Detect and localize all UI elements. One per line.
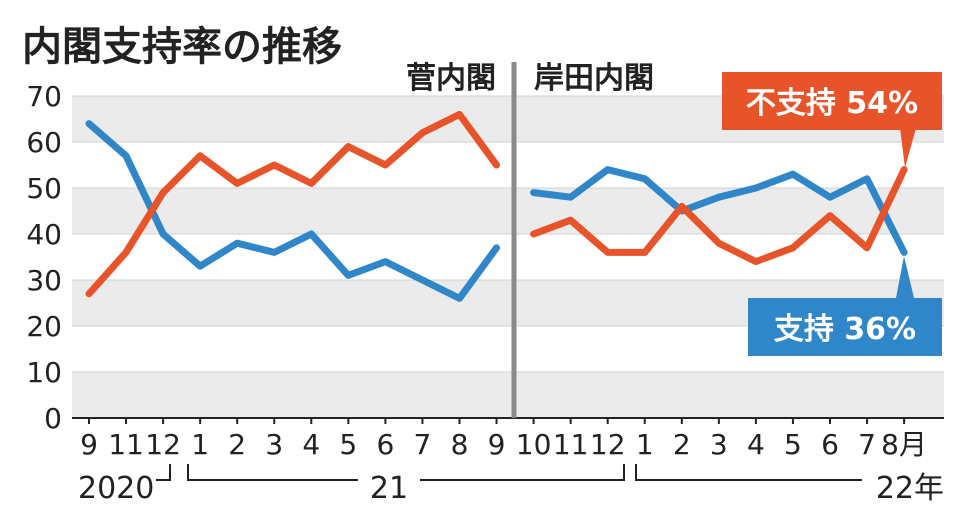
x-tick-label: 5 bbox=[339, 428, 357, 461]
y-tick-label: 50 bbox=[26, 172, 62, 205]
x-tick-label: 9 bbox=[80, 428, 98, 461]
year-label-22: 22年 bbox=[876, 471, 944, 506]
grid-band bbox=[72, 234, 944, 280]
callout-approve: 支持 36% bbox=[748, 256, 942, 356]
callout-approve-label: 支持 36% bbox=[774, 312, 916, 347]
grid-band bbox=[72, 142, 944, 188]
x-tick-label: 1 bbox=[636, 428, 654, 461]
x-tick-label: 4 bbox=[747, 428, 765, 461]
x-tick-label: 12 bbox=[145, 428, 181, 461]
y-tick-label: 20 bbox=[26, 310, 62, 343]
x-tick-label: 7 bbox=[414, 428, 432, 461]
chart-title: 内閣支持率の推移 bbox=[22, 24, 342, 70]
x-tick-label: 6 bbox=[821, 428, 839, 461]
series-line-disapprove-1 bbox=[85, 110, 500, 298]
series-line-approve-1 bbox=[85, 120, 500, 302]
x-tick-label: 8 bbox=[451, 428, 469, 461]
grid bbox=[72, 95, 944, 419]
x-tick-label: 8月 bbox=[881, 428, 927, 461]
x-tick-label: 5 bbox=[784, 428, 802, 461]
x-tick-label: 6 bbox=[376, 428, 394, 461]
x-tick-label: 2 bbox=[673, 428, 691, 461]
y-tick-label: 30 bbox=[26, 264, 62, 297]
series-line-approve-2 bbox=[530, 166, 908, 256]
y-tick-label: 70 bbox=[26, 80, 62, 113]
x-axis-ticks: 9 11 12 1 2 3 4 5 6 7 8 9 10 11 12 1 2 3 4 5 6 7 8月 bbox=[80, 418, 927, 461]
y-tick-label: 40 bbox=[26, 218, 62, 251]
series-line-disapprove-2 bbox=[530, 166, 908, 266]
x-tick-label: 2 bbox=[228, 428, 246, 461]
grid-band bbox=[72, 188, 944, 234]
x-tick-label: 4 bbox=[302, 428, 320, 461]
y-tick-label: 10 bbox=[26, 356, 62, 389]
x-tick-label: 3 bbox=[710, 428, 728, 461]
y-axis-ticks: 0 10 20 30 40 50 60 70 bbox=[26, 80, 62, 435]
x-tick-label: 7 bbox=[858, 428, 876, 461]
x-tick-label: 10 bbox=[516, 428, 552, 461]
year-label-21: 21 bbox=[370, 471, 408, 506]
year-brackets bbox=[156, 464, 862, 481]
x-tick-label: 1 bbox=[191, 428, 209, 461]
x-tick-label: 11 bbox=[553, 428, 589, 461]
callout-disapprove: 不支持 54% bbox=[722, 72, 942, 168]
y-tick-label: 60 bbox=[26, 126, 62, 159]
period-label-kishida: 岸田内閣 bbox=[534, 61, 654, 96]
x-tick-label: 3 bbox=[265, 428, 283, 461]
x-tick-label: 12 bbox=[590, 428, 626, 461]
x-tick-label: 11 bbox=[108, 428, 144, 461]
period-label-suga: 菅内閣 bbox=[406, 61, 496, 96]
grid-band bbox=[72, 372, 944, 418]
year-label-2020: 2020 bbox=[78, 471, 154, 506]
x-tick-label: 9 bbox=[488, 428, 506, 461]
callout-disapprove-label: 不支持 54% bbox=[746, 86, 918, 121]
series-lines bbox=[85, 110, 908, 302]
y-tick-label: 0 bbox=[44, 402, 62, 435]
